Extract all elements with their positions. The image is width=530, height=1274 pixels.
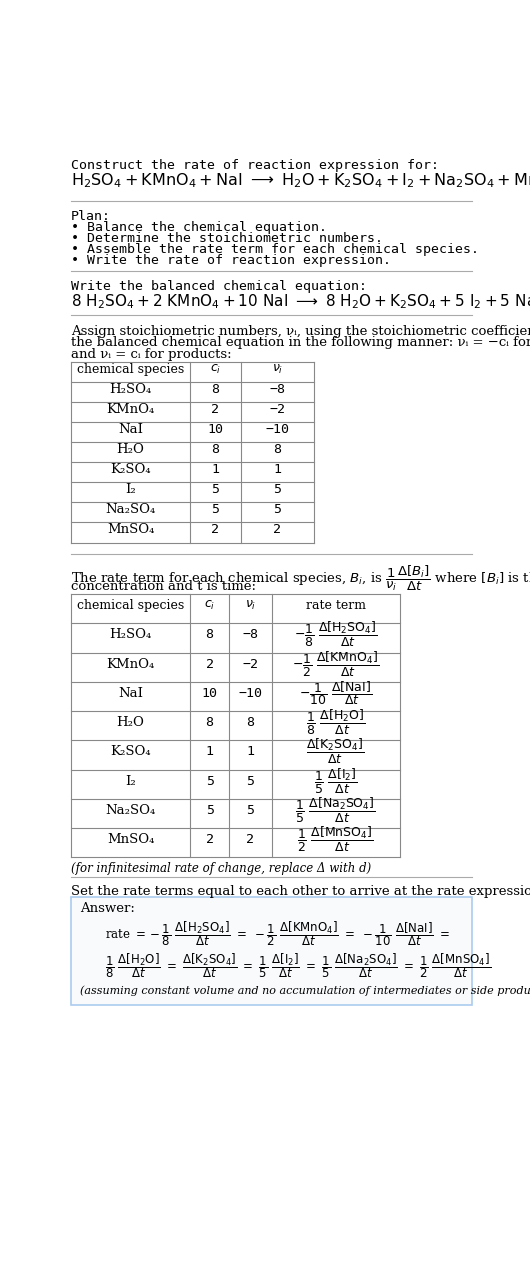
Text: 5: 5 — [246, 775, 254, 787]
Text: $\dfrac{1}{5}\ \dfrac{\Delta[\mathrm{Na_2SO_4}]}{\Delta t}$: $\dfrac{1}{5}\ \dfrac{\Delta[\mathrm{Na_… — [295, 796, 376, 826]
Text: 8: 8 — [211, 382, 219, 396]
Text: NaI: NaI — [118, 687, 143, 699]
Text: H₂O: H₂O — [117, 443, 145, 456]
Text: 1: 1 — [246, 745, 254, 758]
Text: Write the balanced chemical equation:: Write the balanced chemical equation: — [71, 280, 367, 293]
Text: 2: 2 — [211, 522, 219, 536]
Text: MnSO₄: MnSO₄ — [107, 833, 154, 846]
Text: KMnO₄: KMnO₄ — [107, 657, 155, 670]
Text: 5: 5 — [206, 804, 214, 817]
Text: 5: 5 — [211, 503, 219, 516]
Text: • Determine the stoichiometric numbers.: • Determine the stoichiometric numbers. — [71, 232, 383, 245]
Text: $c_i$: $c_i$ — [210, 363, 221, 376]
Text: −10: −10 — [238, 687, 262, 699]
Text: −2: −2 — [269, 403, 286, 415]
Text: −2: −2 — [242, 657, 258, 670]
Text: H₂SO₄: H₂SO₄ — [110, 382, 152, 396]
Text: $\mathrm{H_2SO_4 + KMnO_4 + NaI\ \longrightarrow\ H_2O + K_2SO_4 + I_2 + Na_2SO_: $\mathrm{H_2SO_4 + KMnO_4 + NaI\ \longri… — [71, 172, 530, 190]
Text: 5: 5 — [206, 775, 214, 787]
Text: H₂SO₄: H₂SO₄ — [110, 628, 152, 641]
Text: 1: 1 — [273, 462, 281, 476]
Text: 8: 8 — [273, 443, 281, 456]
Text: 2: 2 — [273, 522, 281, 536]
Text: 1: 1 — [206, 745, 214, 758]
Text: $\nu_i$: $\nu_i$ — [272, 363, 283, 376]
Text: 2: 2 — [206, 833, 214, 846]
Text: H₂O: H₂O — [117, 716, 145, 729]
Text: KMnO₄: KMnO₄ — [107, 403, 155, 415]
Text: I₂: I₂ — [125, 483, 136, 496]
Text: $\dfrac{1}{8}\ \dfrac{\Delta[\mathrm{H_2O}]}{\Delta t}$: $\dfrac{1}{8}\ \dfrac{\Delta[\mathrm{H_2… — [306, 708, 365, 738]
Text: (for infinitesimal rate of change, replace Δ with d): (for infinitesimal rate of change, repla… — [71, 862, 371, 875]
Text: NaI: NaI — [118, 423, 143, 436]
Text: −8: −8 — [269, 382, 286, 396]
Text: Set the rate terms equal to each other to arrive at the rate expression:: Set the rate terms equal to each other t… — [71, 885, 530, 898]
Text: MnSO₄: MnSO₄ — [107, 522, 154, 536]
Text: 8: 8 — [206, 716, 214, 729]
Bar — [71, 897, 472, 1005]
Text: • Write the rate of reaction expression.: • Write the rate of reaction expression. — [71, 254, 391, 266]
Text: I₂: I₂ — [125, 775, 136, 787]
Text: the balanced chemical equation in the following manner: νᵢ = −cᵢ for reactants: the balanced chemical equation in the fo… — [71, 336, 530, 349]
Text: 5: 5 — [273, 503, 281, 516]
Text: $8\ \mathrm{H_2SO_4} + 2\ \mathrm{KMnO_4} + 10\ \mathrm{NaI}\ \longrightarrow\ 8: $8\ \mathrm{H_2SO_4} + 2\ \mathrm{KMnO_4… — [71, 292, 530, 311]
Text: Assign stoichiometric numbers, νᵢ, using the stoichiometric coefficients, cᵢ, fr: Assign stoichiometric numbers, νᵢ, using… — [71, 325, 530, 338]
Text: 5: 5 — [273, 483, 281, 496]
Text: $-\dfrac{1}{8}\ \dfrac{\Delta[\mathrm{H_2SO_4}]}{\Delta t}$: $-\dfrac{1}{8}\ \dfrac{\Delta[\mathrm{H_… — [294, 620, 377, 650]
Text: (assuming constant volume and no accumulation of intermediates or side products): (assuming constant volume and no accumul… — [80, 985, 530, 996]
Text: 10: 10 — [201, 687, 218, 699]
Text: $\dfrac{1}{8}\ \dfrac{\Delta[\mathrm{H_2O}]}{\Delta t}\ =\ \dfrac{\Delta[\mathrm: $\dfrac{1}{8}\ \dfrac{\Delta[\mathrm{H_2… — [105, 952, 491, 980]
Text: and νᵢ = cᵢ for products:: and νᵢ = cᵢ for products: — [71, 348, 232, 361]
Text: 8: 8 — [246, 716, 254, 729]
Text: 2: 2 — [206, 657, 214, 670]
Text: Construct the rate of reaction expression for:: Construct the rate of reaction expressio… — [71, 159, 439, 172]
Text: K₂SO₄: K₂SO₄ — [110, 745, 151, 758]
Text: Plan:: Plan: — [71, 210, 111, 223]
Text: 2: 2 — [246, 833, 254, 846]
Text: rate term: rate term — [306, 599, 366, 612]
Text: Answer:: Answer: — [80, 902, 135, 915]
Text: chemical species: chemical species — [77, 363, 184, 376]
Text: $\dfrac{1}{5}\ \dfrac{\Delta[\mathrm{I_2}]}{\Delta t}$: $\dfrac{1}{5}\ \dfrac{\Delta[\mathrm{I_2… — [314, 767, 357, 796]
Text: $-\dfrac{1}{2}\ \dfrac{\Delta[\mathrm{KMnO_4}]}{\Delta t}$: $-\dfrac{1}{2}\ \dfrac{\Delta[\mathrm{KM… — [292, 650, 379, 679]
Text: −8: −8 — [242, 628, 258, 641]
Text: • Balance the chemical equation.: • Balance the chemical equation. — [71, 222, 327, 234]
Text: 8: 8 — [211, 443, 219, 456]
Text: $-\dfrac{1}{10}\ \dfrac{\Delta[\mathrm{NaI}]}{\Delta t}$: $-\dfrac{1}{10}\ \dfrac{\Delta[\mathrm{N… — [299, 679, 372, 707]
Text: K₂SO₄: K₂SO₄ — [110, 462, 151, 476]
Text: • Assemble the rate term for each chemical species.: • Assemble the rate term for each chemic… — [71, 243, 479, 256]
Text: The rate term for each chemical species, $B_i$, is $\dfrac{1}{\nu_i}\dfrac{\Delt: The rate term for each chemical species,… — [71, 563, 530, 592]
Text: 10: 10 — [207, 423, 224, 436]
Text: 2: 2 — [211, 403, 219, 415]
Text: 5: 5 — [211, 483, 219, 496]
Text: 5: 5 — [246, 804, 254, 817]
Text: rate $= -\dfrac{1}{8}\ \dfrac{\Delta[\mathrm{H_2SO_4}]}{\Delta t}\ =\ -\dfrac{1}: rate $= -\dfrac{1}{8}\ \dfrac{\Delta[\ma… — [105, 919, 450, 948]
Text: Na₂SO₄: Na₂SO₄ — [105, 804, 156, 817]
Text: $\dfrac{1}{2}\ \dfrac{\Delta[\mathrm{MnSO_4}]}{\Delta t}$: $\dfrac{1}{2}\ \dfrac{\Delta[\mathrm{MnS… — [297, 826, 374, 855]
Text: $\nu_i$: $\nu_i$ — [245, 599, 256, 613]
Text: 1: 1 — [211, 462, 219, 476]
Text: Na₂SO₄: Na₂SO₄ — [105, 503, 156, 516]
Text: $\dfrac{\Delta[\mathrm{K_2SO_4}]}{\Delta t}$: $\dfrac{\Delta[\mathrm{K_2SO_4}]}{\Delta… — [306, 738, 365, 767]
Text: −10: −10 — [266, 423, 289, 436]
Text: concentration and t is time:: concentration and t is time: — [71, 580, 256, 594]
Text: $c_i$: $c_i$ — [204, 599, 215, 613]
Text: chemical species: chemical species — [77, 599, 184, 612]
Text: 8: 8 — [206, 628, 214, 641]
